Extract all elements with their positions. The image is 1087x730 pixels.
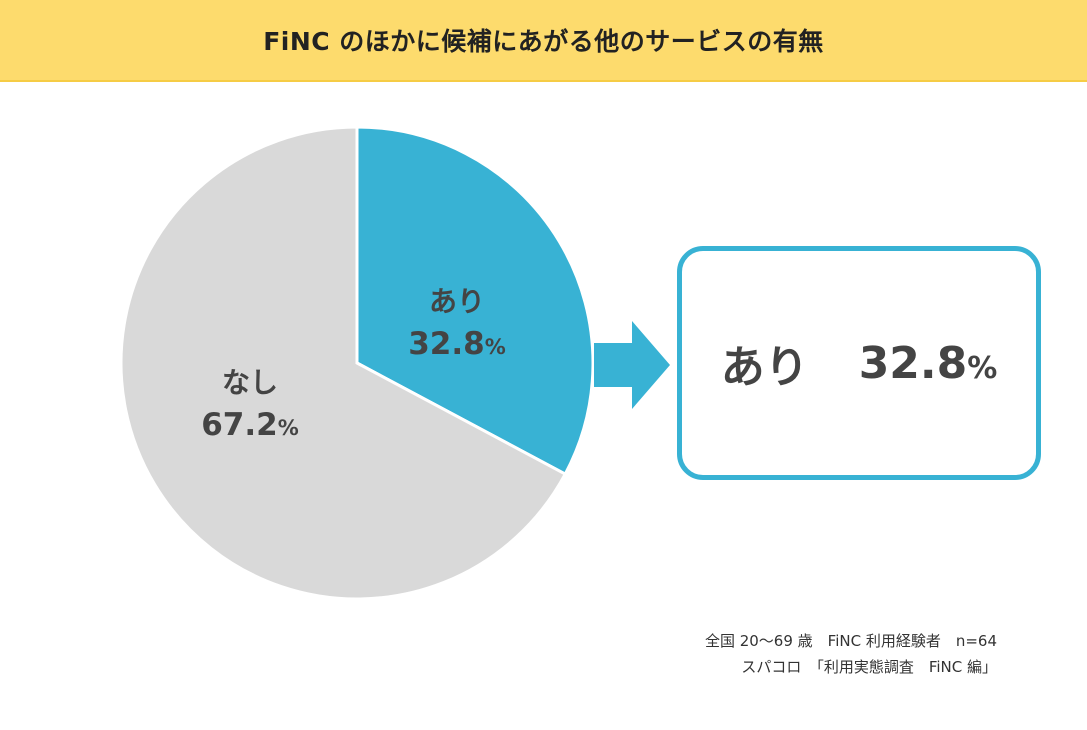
sample-note: 全国 20～69 歳 FiNC 利用経験者 n=64	[704, 632, 997, 650]
slice-nashi-name: なし	[221, 366, 278, 399]
source-notes: 全国 20～69 歳 FiNC 利用経験者 n=64 スパコロ 「利用実態調査 …	[705, 628, 997, 680]
slice-ari-value: 32.8%	[408, 326, 506, 362]
pie-slice-ari	[355, 125, 595, 477]
title-banner: FiNC のほかに候補にあがる他のサービスの有無	[0, 0, 1087, 82]
callout-value: 32.8%	[858, 337, 998, 389]
callout-box: あり 32.8%	[677, 246, 1041, 480]
source-note: スパコロ 「利用実態調査 FiNC 編」	[741, 658, 997, 676]
pie-slice-nashi	[119, 125, 568, 601]
slice-label-nashi: なし 67.2%	[185, 365, 315, 445]
slice-label-ari: あり 32.8%	[392, 284, 522, 364]
slice-nashi-value: 67.2%	[201, 407, 299, 443]
callout-label: あり	[720, 342, 809, 393]
slice-ari-name: あり	[428, 285, 485, 318]
chart-title: FiNC のほかに候補にあがる他のサービスの有無	[263, 27, 824, 56]
callout-arrow	[594, 321, 670, 409]
